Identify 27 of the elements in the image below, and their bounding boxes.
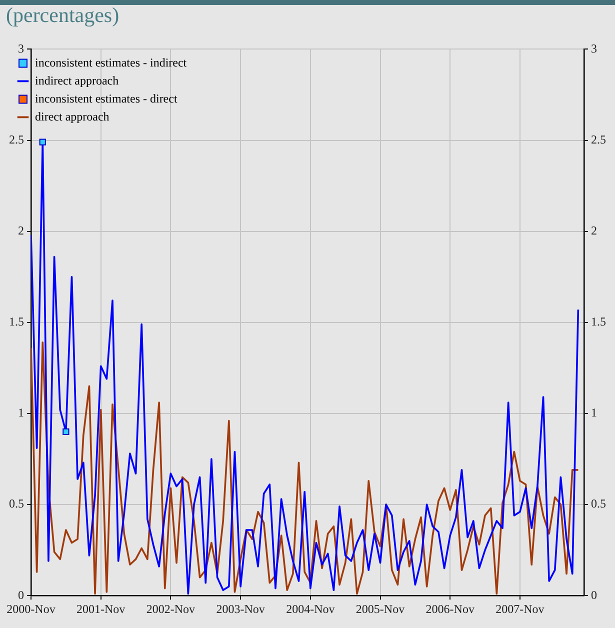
- y2-tick-label: 0.5: [591, 496, 606, 511]
- legend-label: inconsistent estimates - indirect: [35, 55, 188, 70]
- y2-tick-label: 2.5: [591, 132, 606, 146]
- x-tick-label: 2003-Nov: [216, 602, 265, 616]
- y2-tick-label: 3: [591, 41, 597, 56]
- x-tick-label: 2002-Nov: [146, 602, 196, 616]
- y-tick-label: 0.5: [9, 496, 24, 511]
- legend-label: indirect approach: [35, 73, 119, 88]
- y-tick-label: 3: [18, 41, 24, 56]
- y-tick-label: 1: [18, 406, 24, 420]
- x-tick-label: 2007-Nov: [496, 602, 544, 616]
- y2-tick-label: 1.5: [591, 314, 606, 329]
- x-tick-label: 2000-Nov: [6, 602, 56, 616]
- y-tick-label: 0: [18, 588, 24, 602]
- y2-tick-label: 1: [591, 406, 597, 420]
- y-tick-label: 2.5: [9, 132, 24, 146]
- y-tick-label: 2: [18, 223, 24, 238]
- chart-title: (percentages): [6, 3, 120, 28]
- y2-tick-label: 2: [591, 223, 597, 238]
- legend-label: inconsistent estimates - direct: [35, 91, 178, 106]
- y-tick-label: 1.5: [9, 314, 24, 329]
- legend-label: direct approach: [35, 109, 110, 124]
- x-tick-label: 2005-Nov: [356, 602, 405, 616]
- x-tick-label: 2001-Nov: [76, 602, 126, 616]
- x-tick-label: 2006-Nov: [426, 602, 474, 616]
- x-tick-label: 2004-Nov: [286, 602, 335, 616]
- y2-tick-label: 0: [591, 588, 597, 602]
